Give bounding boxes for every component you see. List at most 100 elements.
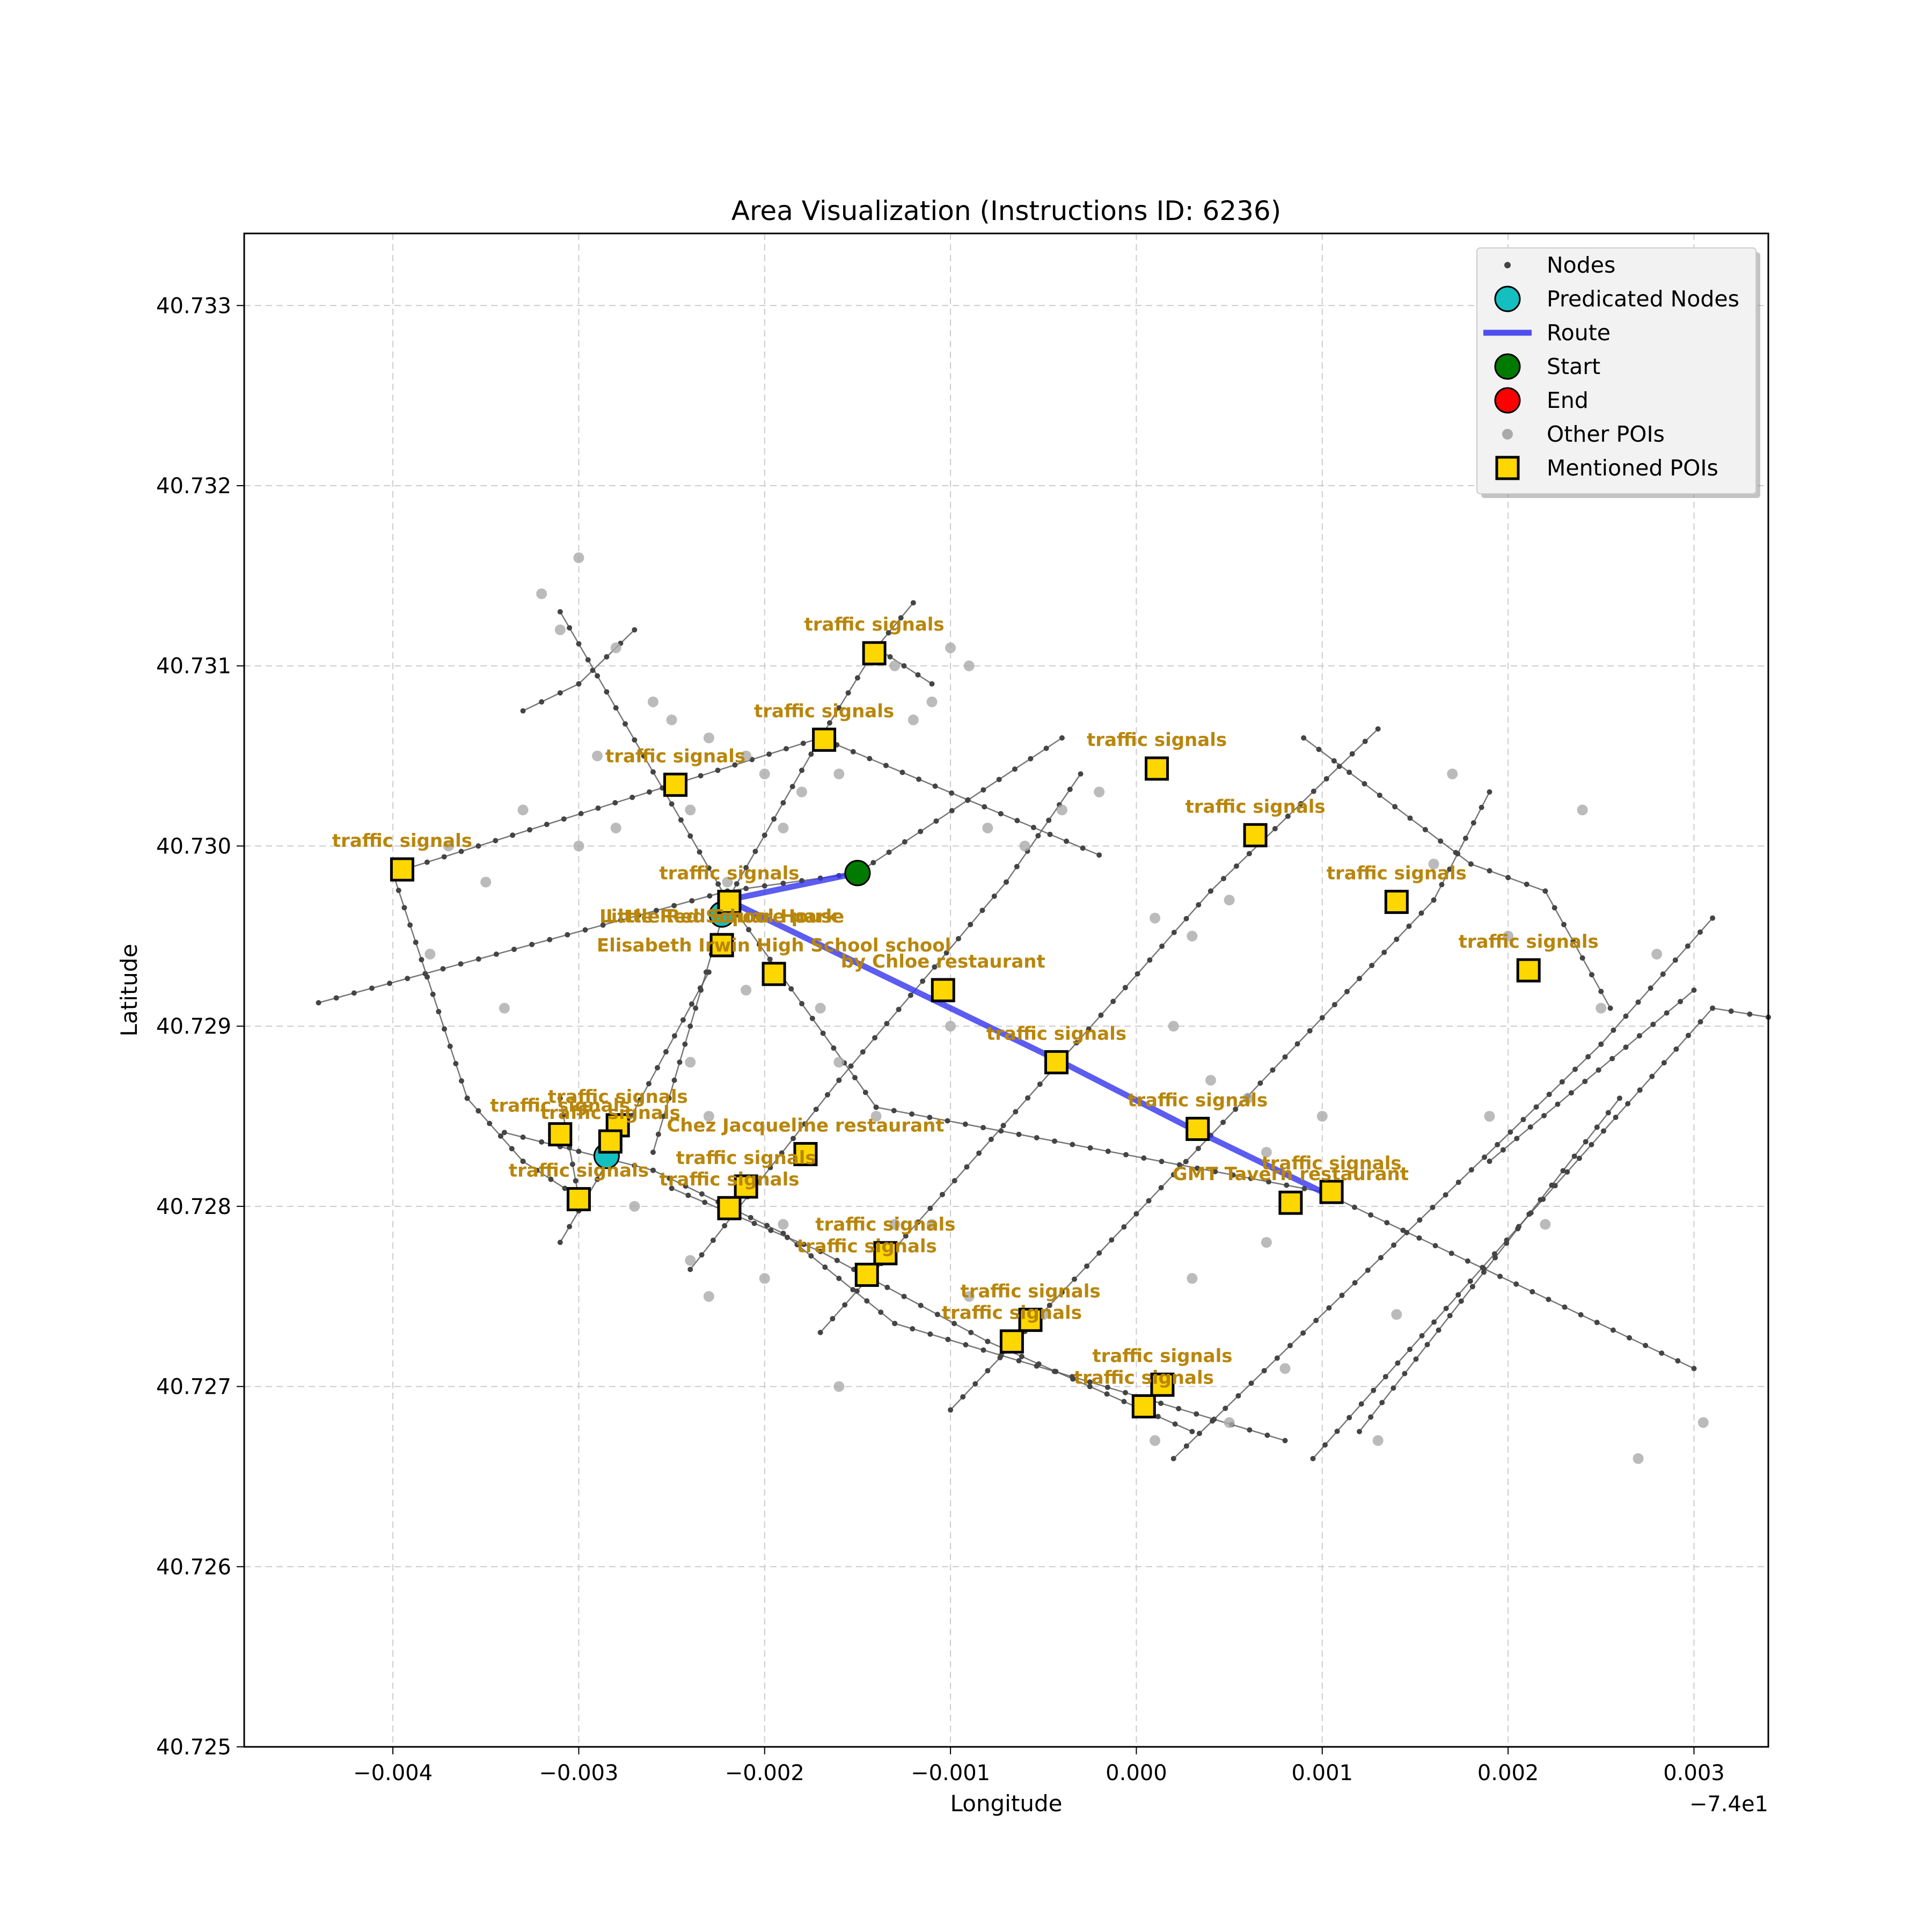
street-node [1301, 735, 1307, 741]
street-node [1589, 1141, 1594, 1147]
street-node [475, 843, 481, 849]
street-node [1402, 1371, 1408, 1377]
poi-label: traffic signals [804, 614, 945, 635]
street-node [650, 1150, 656, 1155]
street-node [509, 1146, 515, 1152]
street-node [891, 1108, 897, 1114]
street-node [702, 1199, 708, 1205]
street-node [1691, 1366, 1697, 1371]
street-node [1443, 1192, 1448, 1198]
street-node [767, 956, 773, 962]
street-node [1660, 971, 1666, 977]
other-poi-dot [796, 786, 808, 797]
street-node [1643, 1343, 1649, 1349]
street-node [1691, 987, 1697, 993]
other-poi-dot [685, 1255, 696, 1266]
mentioned-poi-marker [548, 1122, 573, 1147]
street-node [637, 1097, 643, 1103]
street-node [1070, 1141, 1075, 1147]
legend-end-icon [1494, 387, 1521, 414]
poi-label: traffic signals [1087, 729, 1227, 751]
mentioned-poi-marker [1044, 1050, 1069, 1074]
street-node [799, 767, 805, 773]
street-node [1416, 1235, 1422, 1241]
street-node [582, 927, 588, 933]
street-node [699, 1191, 705, 1197]
mentioned-poi-marker [390, 857, 414, 882]
poi-label: traffic signals [1459, 931, 1599, 953]
other-poi-dot [1484, 1111, 1495, 1122]
legend-mentioned-poi-icon [1495, 456, 1520, 480]
street-node [789, 784, 795, 789]
mentioned-poi-marker [793, 1142, 818, 1166]
street-node [1418, 910, 1424, 916]
poi-label: traffic signals [1262, 1153, 1402, 1174]
street-node [1480, 1264, 1485, 1270]
street-node [351, 990, 357, 996]
street-node [678, 817, 684, 823]
mentioned-poi-marker [1319, 1180, 1344, 1204]
street-node [1365, 1267, 1371, 1273]
street-node [1183, 1443, 1189, 1449]
street-node [567, 625, 573, 631]
street-node [562, 1185, 568, 1191]
other-poi-dot [1633, 1453, 1644, 1464]
street-node [1298, 801, 1304, 807]
other-poi-dot [889, 1219, 901, 1230]
street-node [1043, 745, 1049, 751]
poi-label: traffic signals [754, 700, 894, 722]
street-node [623, 721, 628, 727]
street-node [441, 854, 447, 860]
street-node [1110, 998, 1116, 1004]
street-node [1171, 930, 1177, 935]
street-node [1264, 1432, 1270, 1438]
street-node [982, 804, 987, 810]
street-node [1059, 735, 1065, 741]
other-poi-dot [1224, 895, 1235, 906]
street-node [425, 974, 430, 980]
street-node [1155, 1414, 1161, 1419]
street-node [699, 1252, 705, 1258]
other-poi-dot [592, 750, 603, 762]
street-node [526, 827, 532, 833]
street-node [1036, 1361, 1042, 1367]
street-node [641, 753, 647, 759]
mentioned-poi-marker [762, 962, 786, 986]
street-node [576, 681, 582, 687]
street-node [1623, 1013, 1629, 1019]
street-node [752, 848, 758, 854]
mentioned-poi-marker [598, 1129, 623, 1154]
street-node [1404, 1230, 1410, 1235]
street-node [1515, 1226, 1521, 1232]
street-node [1016, 1131, 1022, 1137]
street-node [870, 860, 876, 866]
street-node [1541, 1113, 1547, 1118]
other-poi-dot [945, 1021, 956, 1032]
street-node [1697, 1019, 1703, 1025]
street-node [669, 801, 675, 807]
street-node [1504, 1240, 1510, 1246]
street-node [836, 1077, 842, 1083]
street-node [1613, 1115, 1619, 1121]
street-node [915, 672, 921, 678]
street-node [985, 1368, 991, 1374]
street-node [534, 1167, 540, 1173]
street-node [1346, 1415, 1352, 1421]
street-node [885, 630, 891, 636]
other-poi-dot [1261, 1237, 1272, 1248]
street-node [1431, 1319, 1437, 1325]
street-node [952, 1178, 957, 1184]
y-axis-ticks: 40.725 40.726 40.727 40.728 40.729 40.730 40.7… [156, 294, 244, 1760]
street-node [1505, 875, 1511, 881]
street-node [671, 1077, 677, 1083]
street-node [791, 1136, 796, 1141]
street-node [764, 1223, 770, 1228]
street-node [1080, 845, 1086, 851]
street-node [1470, 820, 1476, 826]
poi-label: traffic signals [1074, 1367, 1214, 1389]
street-node [1417, 1217, 1423, 1223]
street-node [1362, 781, 1367, 787]
street-node [794, 1242, 800, 1248]
street-node [632, 627, 638, 633]
street-node [1282, 1054, 1288, 1060]
